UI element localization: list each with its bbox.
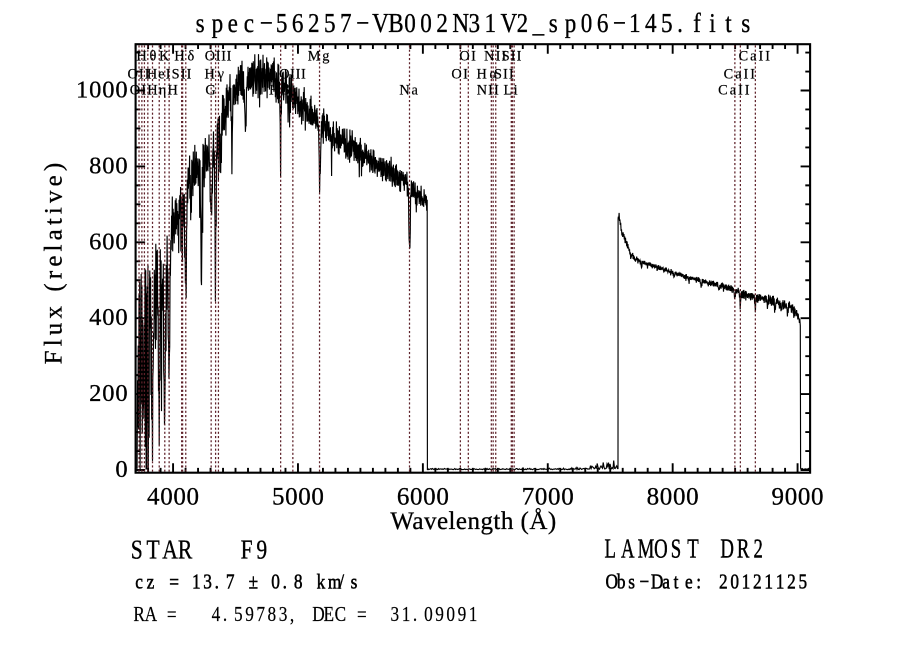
svg-text:OIII: OIII — [205, 49, 232, 65]
svg-text:Obs−Date:20121125: Obs−Date:20121125 — [606, 571, 808, 594]
svg-text:Mg: Mg — [308, 49, 331, 65]
svg-text:OI: OI — [459, 49, 477, 65]
svg-text:cz=13.7±0.8km/s: cz=13.7±0.8km/s — [135, 571, 357, 594]
svg-text:4000: 4000 — [147, 484, 200, 511]
svg-text:G: G — [205, 83, 217, 99]
svg-text:STARF9: STARF9 — [131, 535, 267, 565]
svg-text:spec−56257−VB002N31V2_sp06−145: spec−56257−VB002N31V2_sp06−145.fits — [196, 8, 751, 38]
svg-text:8000: 8000 — [647, 484, 700, 511]
svg-text:600: 600 — [89, 228, 128, 255]
svg-text:HeI: HeI — [147, 67, 172, 83]
svg-text:Hβ: Hβ — [269, 83, 292, 99]
svg-text:Hγ: Hγ — [204, 67, 226, 83]
svg-text:CaII: CaII — [739, 49, 772, 65]
svg-text:NII: NII — [477, 83, 500, 99]
svg-text:LAMOSTDR2: LAMOSTDR2 — [605, 534, 763, 564]
svg-text:OII: OII — [127, 67, 150, 83]
svg-text:6000: 6000 — [397, 484, 450, 511]
svg-text:Li: Li — [504, 83, 520, 99]
svg-text:SII: SII — [502, 49, 523, 65]
svg-text:CaII: CaII — [718, 83, 751, 99]
svg-text:1000: 1000 — [76, 77, 129, 104]
svg-text:7000: 7000 — [522, 484, 575, 511]
svg-text:Hδ: Hδ — [174, 49, 197, 65]
svg-text:K: K — [159, 49, 171, 65]
svg-text:200: 200 — [89, 380, 128, 407]
svg-text:0: 0 — [115, 456, 128, 483]
svg-text:NII: NII — [484, 49, 507, 65]
svg-text:Wavelength (Å): Wavelength (Å) — [390, 508, 556, 535]
svg-text:Flux (relative): Flux (relative) — [41, 159, 68, 365]
svg-text:800: 800 — [89, 152, 128, 179]
svg-text:Na: Na — [399, 83, 419, 99]
svg-text:OIHηH: OIHηH — [130, 83, 179, 99]
svg-text:9000: 9000 — [772, 484, 825, 511]
svg-text:Hα: Hα — [476, 67, 499, 83]
svg-text:CaII: CaII — [724, 67, 757, 83]
svg-text:RA=4.59783,DEC=31.09091: RA=4.59783,DEC=31.09091 — [133, 603, 477, 626]
svg-text:SII: SII — [494, 67, 515, 83]
svg-text:OI: OI — [451, 67, 469, 83]
svg-text:SII: SII — [172, 67, 193, 83]
svg-text:400: 400 — [89, 304, 128, 331]
svg-text:OIII: OIII — [279, 67, 306, 83]
svg-text:Hθ: Hθ — [136, 49, 159, 65]
svg-text:5000: 5000 — [272, 484, 325, 511]
